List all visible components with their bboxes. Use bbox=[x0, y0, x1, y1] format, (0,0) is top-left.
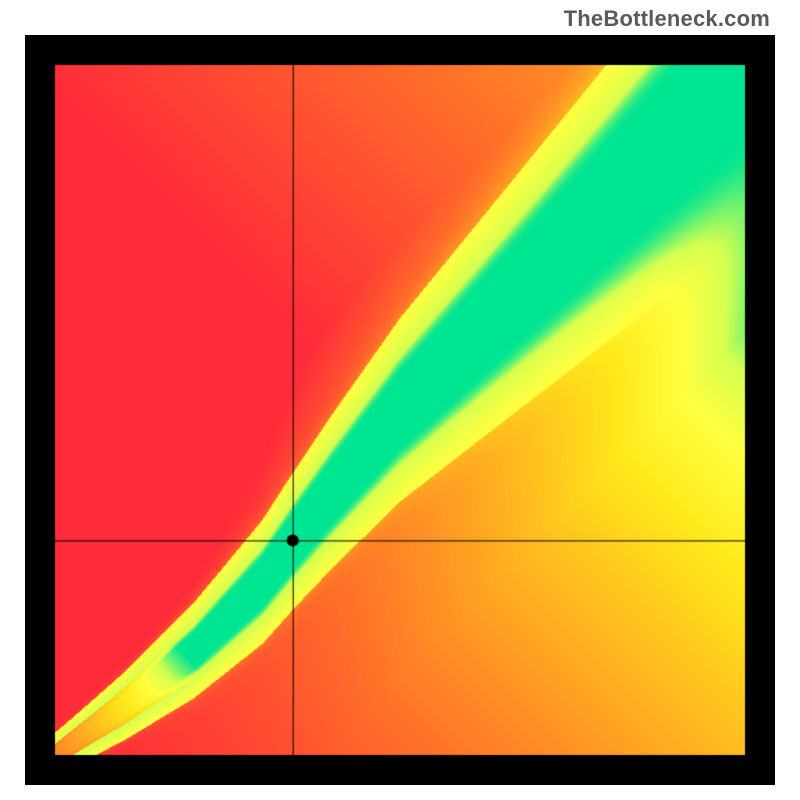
bottleneck-heatmap bbox=[25, 35, 775, 785]
watermark-text: TheBottleneck.com bbox=[564, 6, 770, 32]
chart-outer-frame bbox=[25, 35, 775, 785]
chart-container: TheBottleneck.com bbox=[0, 0, 800, 800]
